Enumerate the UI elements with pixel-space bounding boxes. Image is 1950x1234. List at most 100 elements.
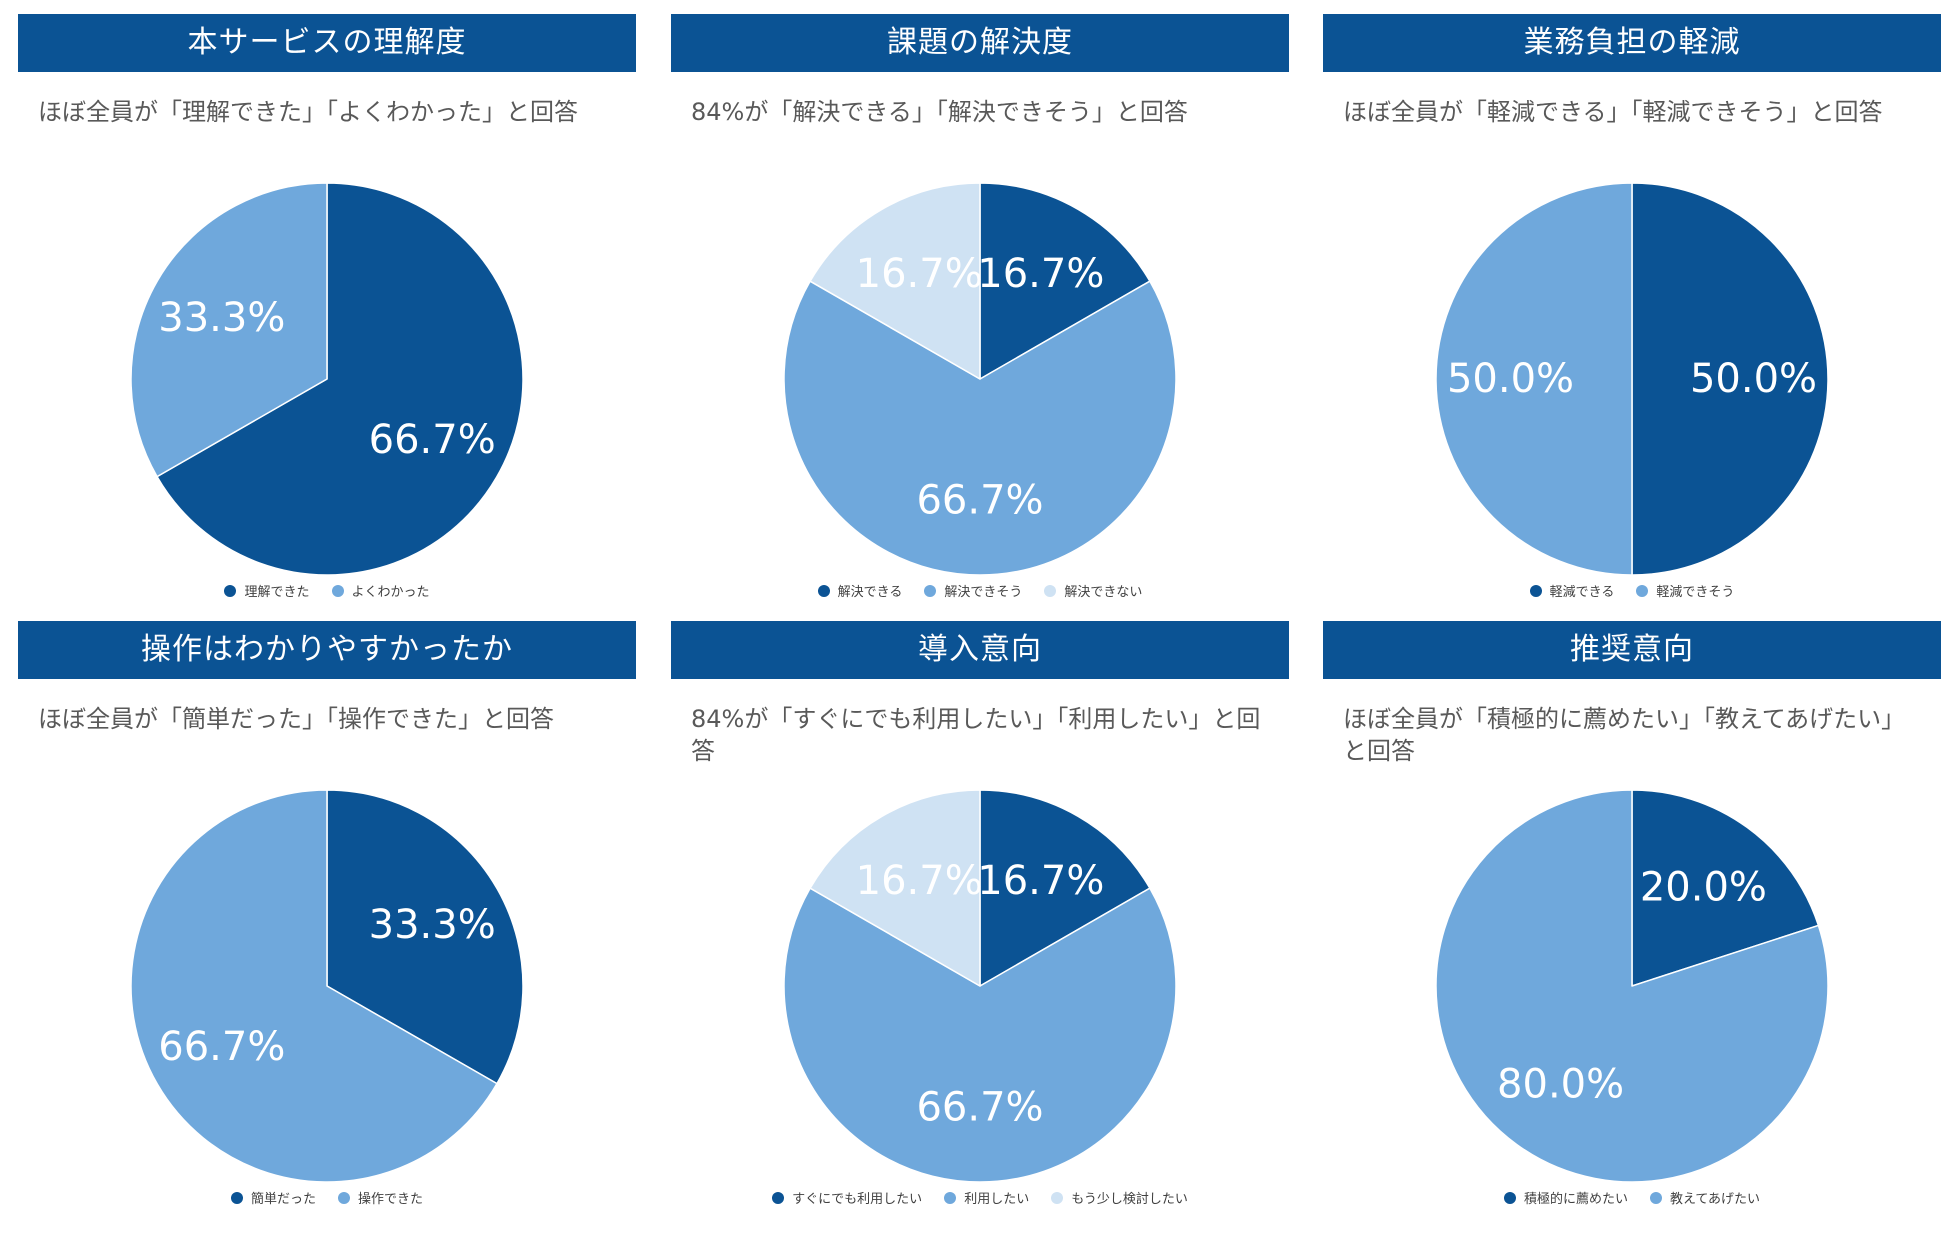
slice-data-label: 16.7% (977, 251, 1104, 297)
pie-slice (979, 182, 1151, 380)
pie-slice (783, 280, 1177, 576)
legend-swatch (772, 1192, 785, 1204)
slice-data-label: 80.0% (1497, 1061, 1624, 1107)
slice-data-label: 66.7% (916, 1085, 1043, 1131)
chart-panel-understanding: 本サービスの理解度 ほぼ全員が「理解できた」「よくわかった」と回答 66.7% 3… (18, 14, 636, 614)
legend-label: もう少し検討したい (1071, 1192, 1188, 1207)
pie-slice (1435, 789, 1829, 1183)
slice-data-label: 66.7% (916, 478, 1043, 524)
legend-label: 操作できた (358, 1192, 424, 1207)
legend-label: 利用したい (964, 1192, 1030, 1207)
pie-slice (783, 887, 1177, 1183)
legend-swatch (924, 585, 937, 597)
legend-swatch (1504, 1192, 1516, 1204)
pie-chart: 50.0% 50.0% (1435, 182, 1829, 576)
legend-label: すぐにでも利用したい (792, 1192, 923, 1207)
pie-chart: 16.7% 66.7% 16.7% (783, 182, 1177, 576)
chart-subtitle: 84%が「解決できる」「解決できそう」と回答 (691, 98, 1188, 126)
chart-subtitle: ほぼ全員が「軽減できる」「軽減できそう」と回答 (1343, 98, 1883, 126)
legend-label: 理解できた (244, 585, 310, 600)
chart-panel-adoption-intent: 導入意向 84%が「すぐにでも利用したい」「利用したい」と回答 16.7% 66.… (671, 621, 1289, 1221)
chart-legend: すぐにでも利用したい 利用したい もう少し検討したい (671, 1188, 1289, 1207)
legend-label: 軽減できる (1549, 585, 1615, 600)
legend-label: 教えてあげたい (1670, 1192, 1760, 1207)
chart-panel-ease-of-use: 操作はわかりやすかったか ほぼ全員が「簡単だった」「操作できた」と回答 33.3… (18, 621, 636, 1221)
legend-swatch (944, 1192, 957, 1204)
legend-label: 簡単だった (250, 1192, 316, 1207)
slice-data-label: 16.7% (856, 251, 983, 297)
legend-item: すぐにでも利用したい (772, 1188, 922, 1207)
chart-legend: 簡単だった 操作できた (18, 1188, 636, 1207)
pie-slice (130, 789, 498, 1183)
legend-swatch (1529, 585, 1542, 597)
chart-legend: 積極的に薦めたい 教えてあげたい (1323, 1188, 1941, 1207)
pie-chart: 16.7% 66.7% 16.7% (783, 789, 1177, 1183)
chart-legend: 理解できた よくわかった (18, 581, 636, 600)
slice-data-label: 16.7% (856, 858, 983, 904)
slice-data-label: 50.0% (1447, 356, 1574, 402)
pie-slice (156, 182, 524, 576)
chart-subtitle: ほぼ全員が「積極的に薦めたい」「教えてあげたい」と回答 (1343, 705, 1906, 765)
chart-panel-problem-solving: 課題の解決度 84%が「解決できる」「解決できそう」と回答 16.7% 66.7%… (671, 14, 1289, 614)
chart-panel-recommendation-intent: 推奨意向 ほぼ全員が「積極的に薦めたい」「教えてあげたい」と回答 20.0% 80… (1323, 621, 1941, 1221)
chart-legend: 解決できる 解決できそう 解決できない (671, 581, 1289, 600)
slice-data-label: 33.3% (158, 295, 285, 341)
legend-item: 簡単だった (230, 1188, 316, 1207)
legend-swatch (1051, 1192, 1064, 1204)
slice-data-label: 33.3% (369, 902, 496, 948)
legend-item: もう少し検討したい (1051, 1188, 1188, 1207)
legend-label: 解決できない (1064, 585, 1143, 600)
legend-swatch (817, 585, 830, 597)
chart-panel-workload-reduction: 業務負担の軽減 ほぼ全員が「軽減できる」「軽減できそう」と回答 50.0% 50.… (1323, 14, 1941, 614)
slice-data-label: 50.0% (1690, 356, 1817, 402)
legend-swatch (1636, 585, 1649, 597)
slice-data-label: 66.7% (158, 1024, 285, 1070)
pie-slice (1631, 182, 1829, 576)
slice-data-label: 16.7% (977, 858, 1104, 904)
legend-item: 解決できそう (924, 581, 1022, 600)
legend-item: 積極的に薦めたい (1504, 1188, 1628, 1207)
legend-label: 解決できる (837, 585, 903, 600)
pie-slice (809, 182, 981, 380)
legend-swatch (1044, 585, 1057, 597)
legend-label: 解決できそう (944, 585, 1023, 600)
pie-chart: 33.3% 66.7% (130, 789, 524, 1183)
chart-subtitle: 84%が「すぐにでも利用したい」「利用したい」と回答 (691, 705, 1261, 765)
chart-title: 本サービスの理解度 (18, 14, 636, 72)
pie-slice (1435, 182, 1633, 576)
legend-item: 軽減できる (1529, 581, 1615, 600)
chart-title: 業務負担の軽減 (1323, 14, 1941, 72)
pie-slice (809, 789, 981, 987)
pie-chart: 20.0% 80.0% (1435, 789, 1829, 1183)
pie-slice (326, 789, 524, 1085)
legend-swatch (1650, 1192, 1663, 1204)
legend-item: 軽減できそう (1636, 581, 1734, 600)
pie-slice (130, 182, 328, 478)
chart-subtitle: ほぼ全員が「簡単だった」「操作できた」と回答 (38, 705, 554, 733)
chart-subtitle: ほぼ全員が「理解できた」「よくわかった」と回答 (38, 98, 578, 126)
legend-item: 理解できた (224, 581, 310, 600)
chart-title: 導入意向 (671, 621, 1289, 679)
legend-label: 軽減できそう (1656, 585, 1735, 600)
slice-data-label: 66.7% (369, 417, 496, 463)
pie-slice (1631, 789, 1820, 987)
chart-title: 操作はわかりやすかったか (18, 621, 636, 679)
legend-item: 解決できる (817, 581, 903, 600)
pie-chart: 66.7% 33.3% (130, 182, 524, 576)
legend-label: よくわかった (351, 585, 430, 600)
legend-item: 操作できた (338, 1188, 423, 1207)
legend-swatch (230, 1192, 243, 1204)
legend-label: 積極的に薦めたい (1524, 1192, 1629, 1207)
legend-swatch (224, 585, 237, 597)
chart-legend: 軽減できる 軽減できそう (1323, 581, 1941, 600)
slice-data-label: 20.0% (1640, 865, 1767, 911)
legend-item: 利用したい (944, 1188, 1029, 1207)
chart-title: 課題の解決度 (671, 14, 1289, 72)
pie-slice (979, 789, 1151, 987)
legend-swatch (331, 585, 344, 597)
legend-item: 解決できない (1044, 581, 1142, 600)
chart-title: 推奨意向 (1323, 621, 1941, 679)
legend-swatch (338, 1192, 350, 1204)
legend-item: 教えてあげたい (1650, 1188, 1760, 1207)
legend-item: よくわかった (331, 581, 430, 600)
